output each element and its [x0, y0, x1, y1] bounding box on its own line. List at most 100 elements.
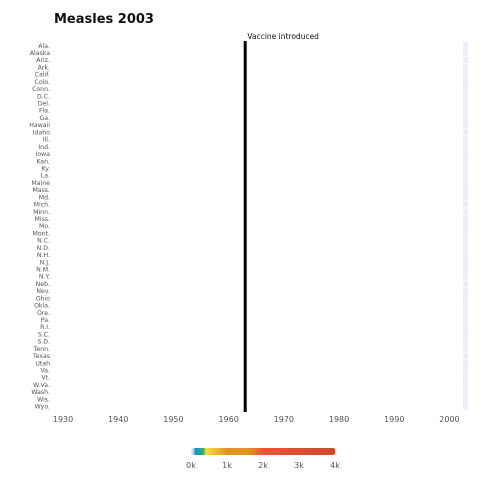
heatmap-cell [463, 265, 468, 273]
heatmap-cell [463, 150, 468, 158]
state-label: Wis. [37, 396, 50, 403]
year-tick-label: 1980 [329, 415, 349, 424]
state-label: Mo. [39, 223, 50, 230]
heatmap-cell [463, 157, 468, 165]
state-label: Wash. [31, 389, 50, 396]
state-label: Texas [32, 353, 50, 360]
state-label: Maine [31, 180, 50, 187]
state-label: Del. [38, 101, 50, 108]
state-label: Ala. [38, 43, 50, 50]
state-label: N.C. [37, 238, 50, 245]
heatmap-cell [463, 374, 468, 381]
heatmap-cell [463, 316, 468, 324]
year-axis-ticks: 1930 1940 1950 1960 1970 1980 1990 2000 [53, 415, 460, 424]
heatmap-cell [463, 179, 468, 187]
state-label: Vt. [41, 375, 50, 382]
state-label: Mass. [32, 187, 50, 194]
year-tick-label: 1990 [384, 415, 404, 424]
chart-title: Measles 2003 [54, 12, 154, 27]
heatmap-cell [463, 85, 468, 93]
heatmap-cell [463, 388, 468, 396]
state-label: Pa. [41, 317, 50, 324]
heatmap-cell [463, 309, 468, 316]
heatmap-cell [463, 251, 468, 259]
state-label: Ariz. [36, 57, 50, 64]
heatmap-cell [463, 107, 468, 114]
state-label: Ky. [42, 165, 50, 172]
state-label: N.J. [40, 259, 50, 266]
heatmap-cell [463, 345, 468, 352]
heatmap-cell [463, 330, 468, 338]
legend-tick-label: 0k [186, 461, 196, 470]
state-label: Nev. [36, 288, 50, 295]
state-label: N.Y. [39, 274, 50, 281]
state-label: D.C. [37, 93, 50, 100]
state-label: Conn. [32, 86, 50, 93]
heatmap-cell [463, 100, 468, 107]
heatmap-cell [463, 381, 468, 389]
color-legend: 0k 1k 2k 3k 4k [186, 448, 340, 470]
state-label: N.M. [36, 266, 50, 273]
legend-tick-label: 4k [330, 461, 340, 470]
state-label: Fla. [39, 108, 50, 115]
legend-ticks: 0k 1k 2k 3k 4k [186, 461, 340, 470]
state-label: Colo. [35, 79, 51, 86]
state-label: Va. [40, 368, 50, 375]
state-label: R.I. [40, 324, 50, 331]
year-tick-label: 1960 [218, 415, 238, 424]
year-tick-label: 1970 [274, 415, 294, 424]
heatmap-cell [463, 71, 468, 78]
state-label: Miss. [35, 216, 51, 223]
heatmap-cell [463, 114, 468, 122]
state-label: La. [41, 173, 50, 180]
heatmap-cell [463, 287, 468, 295]
heatmap-cell [463, 222, 468, 230]
heatmap-cell [463, 367, 468, 374]
legend-color-bar [191, 448, 335, 455]
heatmap-cell [463, 294, 468, 302]
state-label: Ill. [43, 137, 50, 144]
legend-tick-label: 2k [258, 461, 268, 470]
state-label: Ark. [38, 64, 50, 71]
heatmap-cell [463, 78, 468, 85]
heatmap-cells [463, 42, 468, 410]
heatmap-cell [463, 208, 468, 215]
heatmap-cell [463, 323, 468, 331]
heatmap-cell [463, 258, 468, 266]
state-label: Ga. [39, 115, 50, 122]
state-label: Wyo. [35, 404, 50, 411]
state-label: Kan. [36, 158, 50, 165]
heatmap-cell [463, 128, 468, 136]
year-tick-label: 1930 [53, 415, 73, 424]
state-label: Mich. [34, 202, 50, 209]
heatmap-cell [463, 92, 468, 100]
heatmap-cell [463, 338, 468, 345]
heatmap-cell [463, 172, 468, 179]
state-label: Iowa [36, 151, 51, 158]
heatmap-cell [463, 56, 468, 64]
state-label: Okla. [34, 303, 50, 310]
heatmap-cell [463, 395, 468, 403]
state-label: Idaho [33, 129, 50, 136]
heatmap-cell [463, 193, 468, 201]
heatmap-cell [463, 121, 468, 129]
state-label: Md. [39, 194, 50, 201]
heatmap-cell [463, 215, 468, 223]
heatmap-cell [463, 164, 468, 172]
heatmap-cell [463, 359, 468, 367]
legend-tick-label: 3k [294, 461, 304, 470]
heatmap-cell [463, 143, 468, 150]
state-label: Mont. [33, 230, 50, 237]
state-label: Minn. [33, 209, 50, 216]
heatmap-cell [463, 273, 468, 280]
heatmap-cell [463, 403, 468, 410]
state-label: S.D. [37, 339, 50, 346]
legend-tick-label: 1k [222, 461, 232, 470]
state-label: Neb. [36, 281, 50, 288]
state-label: Alaska [30, 50, 50, 57]
heatmap-cell [463, 186, 468, 194]
heatmap-cell [463, 136, 468, 143]
state-label: N.H. [37, 252, 50, 259]
state-label: Ohio [36, 295, 51, 302]
